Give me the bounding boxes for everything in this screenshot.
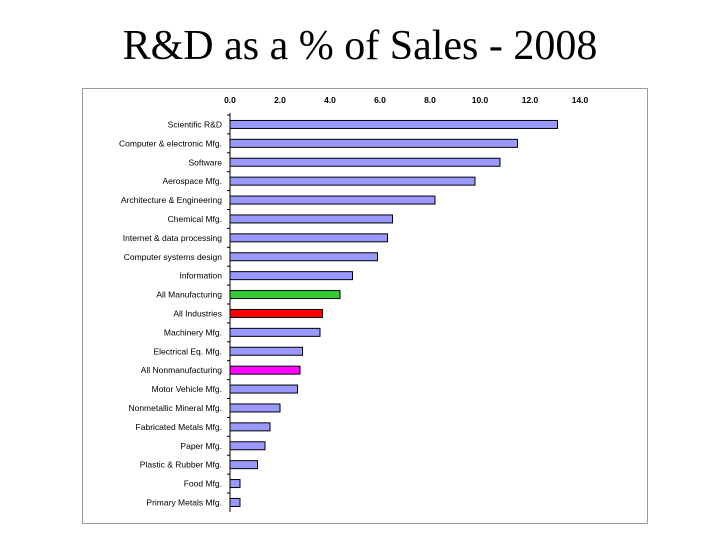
- category-label: Aerospace Mfg.: [162, 176, 222, 186]
- bar: [229, 422, 271, 432]
- bar: [229, 497, 241, 507]
- bar: [229, 460, 258, 470]
- slide-title: R&D as a % of Sales - 2008: [122, 23, 598, 69]
- category-label: Plastic & Rubber Mfg.: [140, 460, 222, 470]
- bar: [229, 441, 266, 451]
- category-label: Internet & data processing: [123, 233, 223, 243]
- x-tick-label: 0.0: [224, 95, 236, 105]
- category-label: All Nonmanufacturing: [141, 365, 223, 375]
- x-tick-label: 8.0: [424, 95, 436, 105]
- bar: [229, 157, 501, 167]
- bar: [229, 290, 341, 300]
- bar: [229, 271, 353, 281]
- x-tick-label: 10.0: [472, 95, 489, 105]
- bar: [229, 384, 298, 394]
- category-label: Motor Vehicle Mfg.: [152, 384, 222, 394]
- category-label: Computer & electronic Mfg.: [119, 138, 222, 148]
- category-label: Software: [188, 157, 222, 167]
- category-label: Chemical Mfg.: [168, 214, 222, 224]
- bar: [229, 252, 378, 262]
- bar: [229, 403, 281, 413]
- x-tick-label: 4.0: [324, 95, 336, 105]
- category-label: Architecture & Engineering: [121, 195, 222, 205]
- bar: [229, 214, 393, 224]
- category-label: All Industries: [173, 308, 222, 318]
- bar: [229, 346, 303, 356]
- bar: [229, 233, 388, 243]
- bar: [229, 176, 476, 186]
- category-label: Computer systems design: [124, 252, 223, 262]
- bar: [229, 195, 436, 205]
- x-tick-label: 2.0: [274, 95, 286, 105]
- bar: [229, 308, 323, 318]
- category-label: Information: [179, 271, 222, 281]
- bar: [229, 365, 301, 375]
- category-label: All Manufacturing: [156, 290, 222, 300]
- x-tick-label: 6.0: [374, 95, 386, 105]
- category-label: Nonmetallic Mineral Mfg.: [128, 403, 222, 413]
- bar: [229, 119, 558, 129]
- category-label: Paper Mfg.: [180, 441, 222, 451]
- bar: [229, 138, 518, 148]
- category-label: Scientific R&D: [168, 119, 222, 129]
- category-label: Primary Metals Mfg.: [146, 497, 222, 507]
- bar-chart: 0.0 2.0 4.0 6.0 8.0 10.0 12.0 14.0 Scientific R&…: [119, 95, 589, 512]
- chart-frame: 0.0 2.0 4.0 6.0 8.0 10.0 12.0 14.0 Scientific R&…: [82, 88, 648, 524]
- bar: [229, 479, 241, 489]
- bar: [229, 327, 321, 337]
- category-label: Food Mfg.: [184, 479, 222, 489]
- x-tick-label: 12.0: [522, 95, 539, 105]
- category-label: Fabricated Metals Mfg.: [136, 422, 222, 432]
- category-label: Electrical Eq. Mfg.: [154, 346, 223, 356]
- category-label: Machinery Mfg.: [164, 327, 222, 337]
- x-tick-label: 14.0: [572, 95, 589, 105]
